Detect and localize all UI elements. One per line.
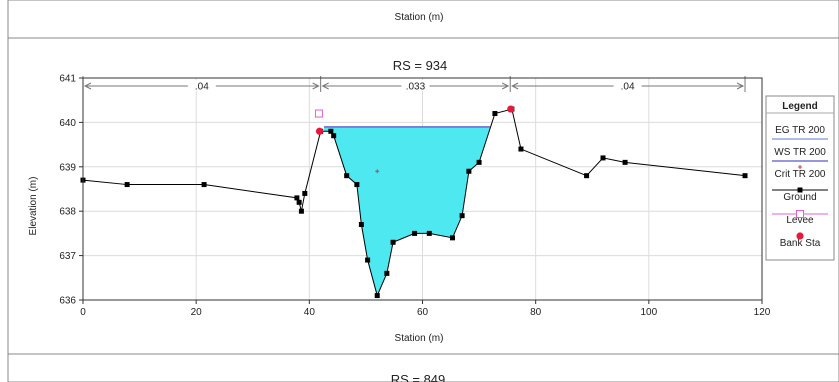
y-axis: 636 637 638 639 640 641 <box>59 74 83 307</box>
n-value-label-bg <box>613 80 642 91</box>
ground-point <box>344 173 350 179</box>
y-tick-label: 641 <box>59 74 76 85</box>
n-value-arrow-right <box>312 82 320 90</box>
x-axis-label: Station (m) <box>395 333 444 344</box>
ground-point <box>622 159 628 165</box>
top-panel-xlabel: Station (m) <box>395 12 444 23</box>
ground-point <box>518 146 524 152</box>
n-value-arrow-left <box>321 82 329 90</box>
ground-point <box>354 182 360 188</box>
x-tick-label: 20 <box>191 307 203 318</box>
ground-point <box>331 133 337 139</box>
n-value-arrow-right <box>736 82 745 90</box>
ground-point <box>476 159 482 165</box>
ground-point <box>466 168 472 174</box>
ground-point <box>298 208 304 214</box>
x-tick-label: 60 <box>417 307 429 318</box>
y-tick-label: 640 <box>59 118 76 129</box>
ground-point <box>584 173 590 179</box>
legend-entry: Ground <box>783 192 816 203</box>
x-tick-label: 100 <box>640 307 657 318</box>
manning-n-bar: .04 .033 .04 <box>82 76 746 93</box>
n-value-label: .033 <box>406 82 426 93</box>
n-value-label: .04 <box>621 82 635 93</box>
y-tick-label: 637 <box>59 251 76 262</box>
n-value-arrow-left <box>511 82 519 90</box>
legend-title: Legend <box>782 101 818 112</box>
n-value-arrow-left <box>83 82 92 90</box>
bottom-panel-title: RS = 849 <box>391 372 446 382</box>
ground-point <box>449 235 455 241</box>
legend-ground-symbol <box>797 187 803 193</box>
ground-point <box>294 195 300 201</box>
water-surface <box>324 126 490 296</box>
legend: Legend EG TR 200 WS TR 200 Crit TR 200 Grou… <box>765 95 835 261</box>
legend-entry: EG TR 200 <box>775 125 825 136</box>
x-tick-label: 0 <box>80 307 86 318</box>
ground-point <box>296 199 302 205</box>
bank-station-point <box>507 105 515 113</box>
ground-point <box>600 155 606 161</box>
legend-entry: WS TR 200 <box>774 147 826 158</box>
legend-entry: Levee <box>786 215 814 226</box>
ground-point <box>365 257 371 263</box>
ground-point <box>384 270 390 276</box>
y-axis-label: Elevation (m) <box>28 177 39 236</box>
chart-title: RS = 934 <box>393 58 448 73</box>
ground-point <box>374 293 380 299</box>
n-value-label-bg <box>401 80 430 91</box>
legend-entry: Crit TR 200 <box>775 169 826 180</box>
x-tick-label: 120 <box>754 307 771 318</box>
n-value-label: .04 <box>195 82 209 93</box>
y-tick-label: 638 <box>59 207 76 218</box>
bank-station-point <box>315 127 324 135</box>
legend-entry: Bank Sta <box>780 238 821 249</box>
ground-point <box>412 230 418 236</box>
legend-levee-symbol <box>796 210 804 218</box>
critical-depth-point <box>375 169 380 174</box>
ground-point <box>492 111 498 117</box>
y-tick-label: 636 <box>59 296 76 307</box>
x-tick-label: 40 <box>304 307 316 318</box>
y-tick-label: 639 <box>59 162 76 173</box>
levee-point <box>314 109 323 118</box>
ground-point <box>459 213 465 219</box>
legend-bank-symbol <box>796 232 804 240</box>
legend-crit-symbol <box>798 165 802 169</box>
ground-point <box>390 239 396 245</box>
ground-point <box>124 182 130 188</box>
x-axis: 0 20 40 60 80 100 120 <box>80 300 771 318</box>
top-panel <box>7 0 839 39</box>
ground-point <box>358 222 364 228</box>
x-tick-label: 80 <box>530 307 542 318</box>
ground-point <box>426 230 432 236</box>
ground-point <box>302 190 308 196</box>
bottom-panel <box>7 353 839 382</box>
special-markers <box>314 105 515 174</box>
n-value-arrow-right <box>501 82 510 90</box>
ground-point <box>201 182 207 188</box>
water-fill <box>324 126 490 296</box>
n-value-label-bg <box>187 80 216 91</box>
ground-point <box>742 173 748 179</box>
ground-point <box>328 128 334 134</box>
